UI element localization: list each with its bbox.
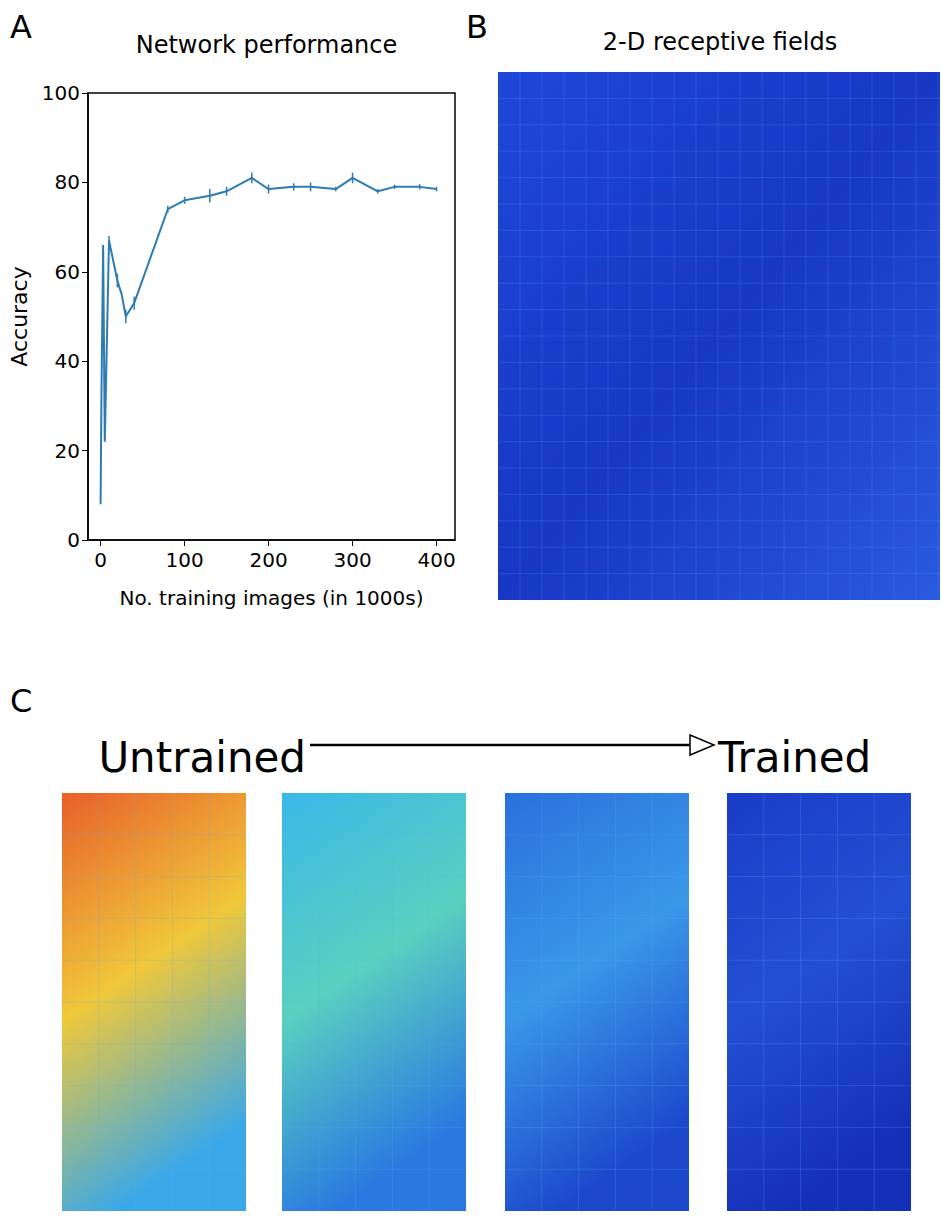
svg-text:B: B — [466, 8, 488, 46]
svg-text:40: 40 — [55, 349, 80, 373]
svg-text:Accuracy: Accuracy — [7, 266, 32, 366]
svg-text:300: 300 — [333, 548, 371, 572]
svg-text:100: 100 — [165, 548, 203, 572]
svg-text:100: 100 — [42, 81, 80, 105]
svg-text:Trained: Trained — [717, 733, 871, 782]
svg-text:Untrained: Untrained — [98, 733, 306, 782]
svg-text:0: 0 — [67, 528, 80, 552]
svg-text:2-D receptive fields: 2-D receptive fields — [603, 28, 837, 56]
svg-text:Network performance: Network performance — [136, 31, 398, 59]
svg-text:A: A — [10, 8, 32, 46]
svg-text:400: 400 — [417, 548, 455, 572]
svg-text:20: 20 — [55, 439, 80, 463]
svg-text:No. training images (in 1000s): No. training images (in 1000s) — [120, 586, 424, 610]
svg-text:80: 80 — [55, 170, 80, 194]
svg-text:200: 200 — [249, 548, 287, 572]
svg-text:0: 0 — [94, 548, 107, 572]
svg-text:60: 60 — [55, 260, 80, 284]
svg-text:C: C — [10, 682, 32, 720]
